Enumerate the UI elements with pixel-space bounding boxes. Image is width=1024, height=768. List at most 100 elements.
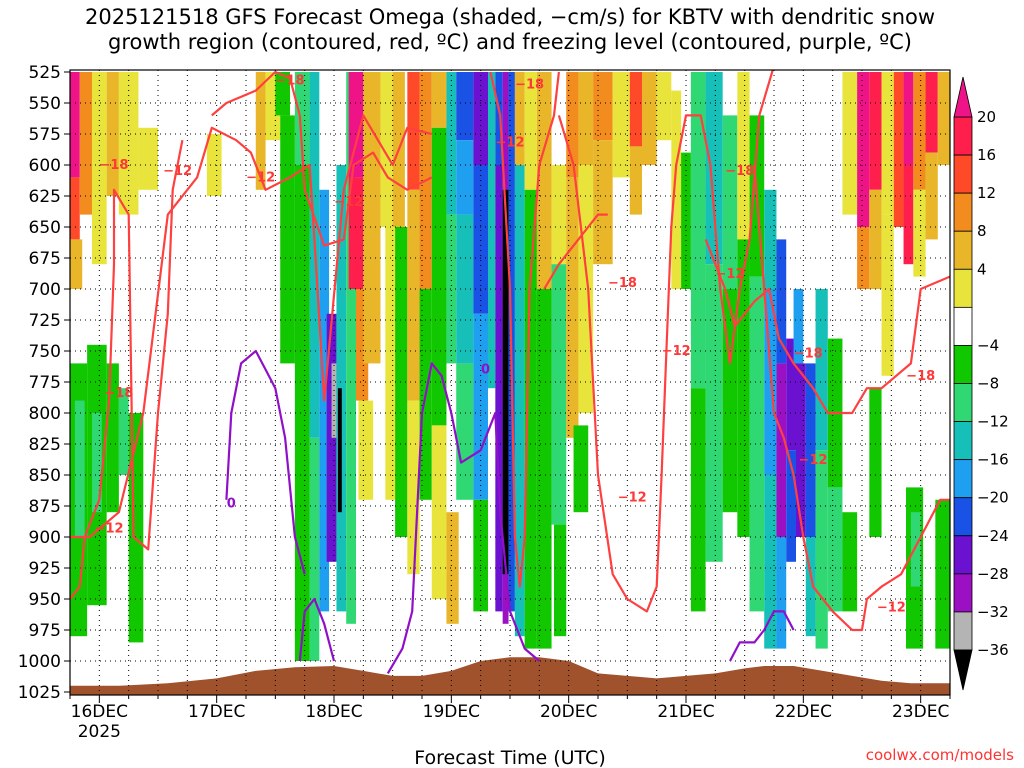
contour-label-10: −18	[725, 164, 754, 179]
y-tick-label-625: 625	[29, 187, 61, 207]
omega-band-100	[764, 475, 777, 649]
colorbar-label-3: 8	[977, 222, 987, 240]
colorbar-label-7: −12	[977, 413, 1009, 431]
omega-band-85	[656, 72, 672, 141]
omega-band-16	[206, 134, 222, 196]
y-tick-label-875: 875	[29, 497, 61, 517]
colorbar-swatch-13	[953, 611, 973, 651]
y-tick-label-725: 725	[29, 311, 61, 331]
credit-label: coolwx.com/models	[866, 746, 1014, 764]
colorbar-label-1: 16	[977, 146, 996, 164]
omega-band-49	[446, 214, 457, 364]
contour-label-14: −18	[906, 369, 935, 384]
omega-band-82	[629, 72, 642, 147]
omega-band-14	[128, 413, 144, 643]
omega-band-108	[805, 363, 816, 537]
omega-band-2	[70, 239, 83, 289]
omega-band-106	[793, 289, 804, 364]
isotherm-m18-mid	[489, 71, 560, 588]
omega-band-31	[348, 72, 364, 178]
contour-label-5: −18	[515, 77, 544, 92]
y-tick-label-650: 650	[29, 218, 61, 238]
omega-band-110	[815, 289, 828, 451]
colorbar-label-11: −28	[977, 565, 1009, 583]
colorbar-swatch-4	[953, 268, 973, 308]
x-tick-label-17DEC: 17DEC	[188, 702, 245, 722]
freezing-zero-b	[298, 597, 336, 662]
omega-band-88	[690, 72, 706, 389]
freezing-zero-c	[386, 362, 541, 674]
omega-band-83	[629, 146, 642, 215]
omega-band-59	[488, 72, 496, 389]
y-tick-label-800: 800	[29, 404, 61, 424]
contour-label-1: −12	[163, 164, 192, 179]
omega-band-35	[363, 72, 381, 364]
isotherm-m12-right	[557, 70, 774, 613]
omega-band-72	[551, 264, 567, 525]
colorbar-label-5: −4	[977, 336, 999, 354]
y-tick-label-950: 950	[29, 590, 61, 610]
omega-band-109	[805, 537, 816, 637]
omega-band-132	[910, 512, 921, 587]
x-tick-sublabel-16DEC: 2025	[78, 722, 121, 742]
omega-band-54	[456, 363, 474, 500]
contour-label-6: −12	[496, 136, 525, 151]
freezing-zero-a	[225, 349, 306, 575]
colorbar-label-6: −8	[977, 375, 999, 393]
omega-band-133	[935, 499, 950, 649]
omega-band-114	[842, 72, 858, 215]
omega-band-113	[827, 487, 843, 612]
omega-band-4	[92, 72, 107, 265]
contour-label-12: −12	[799, 453, 828, 468]
colorbar-swatch-7	[953, 383, 973, 422]
omega-band-47	[431, 425, 447, 599]
omega-band-76	[573, 425, 589, 513]
colorbar-label-9: −20	[977, 489, 1009, 507]
colorbar-label-2: 12	[977, 184, 996, 202]
omega-band-126	[913, 72, 926, 190]
contour-label-17: −12	[95, 521, 124, 536]
contour-label-9: −12	[716, 267, 745, 282]
omega-band-39	[395, 227, 408, 537]
omega-band-45	[431, 72, 447, 128]
y-tick-label-550: 550	[29, 94, 61, 114]
omega-band-130	[937, 72, 950, 165]
x-tick-label-19DEC: 19DEC	[423, 702, 480, 722]
omega-band-7	[138, 127, 158, 190]
contour-label-18: 0	[227, 497, 236, 512]
omega-band-17	[255, 72, 266, 190]
y-tick-label-850: 850	[29, 466, 61, 486]
contour-labels: −18 −12 −12 −18 −12 −18 −12 −18 −12 −12 −18 −18 −12 −…	[95, 74, 936, 616]
omega-band-89	[690, 388, 706, 612]
omega-band-93	[722, 289, 738, 513]
omega-band-46	[431, 127, 447, 426]
omega-band-101	[776, 239, 787, 364]
omega-band-80	[593, 140, 613, 265]
omega-band-123	[893, 72, 904, 227]
omega-shading	[70, 72, 950, 676]
omega-band-60	[495, 72, 503, 165]
omega-band-34	[358, 400, 374, 500]
y-tick-label-775: 775	[29, 373, 61, 393]
y-tick-label-575: 575	[29, 125, 61, 145]
x-tick-label-20DEC: 20DEC	[540, 702, 597, 722]
omega-band-20	[280, 115, 295, 364]
y-tick-label-825: 825	[29, 435, 61, 455]
omega-band-0	[70, 72, 80, 178]
omega-band-19	[275, 72, 290, 116]
colorbar-label-4: 4	[977, 260, 987, 278]
omega-band-3	[79, 72, 92, 215]
omega-band-1	[70, 177, 80, 240]
y-tick-label-925: 925	[29, 559, 61, 579]
omega-band-115	[842, 512, 858, 612]
colorbar: 20 16 12 8 4 −4 −8 −12 −16 −20 −24 −28 −32 −36	[953, 76, 1009, 691]
terrain-profile	[70, 657, 950, 695]
omega-band-30	[346, 72, 356, 624]
y-tick-label-700: 700	[29, 280, 61, 300]
omega-band-119	[869, 189, 882, 289]
colorbar-swatch-1	[953, 154, 973, 194]
colorbar-swatch-12	[953, 573, 973, 613]
omega-band-53	[456, 214, 474, 364]
omega-band-129	[925, 152, 938, 240]
colorbar-swatch-11	[953, 535, 973, 575]
